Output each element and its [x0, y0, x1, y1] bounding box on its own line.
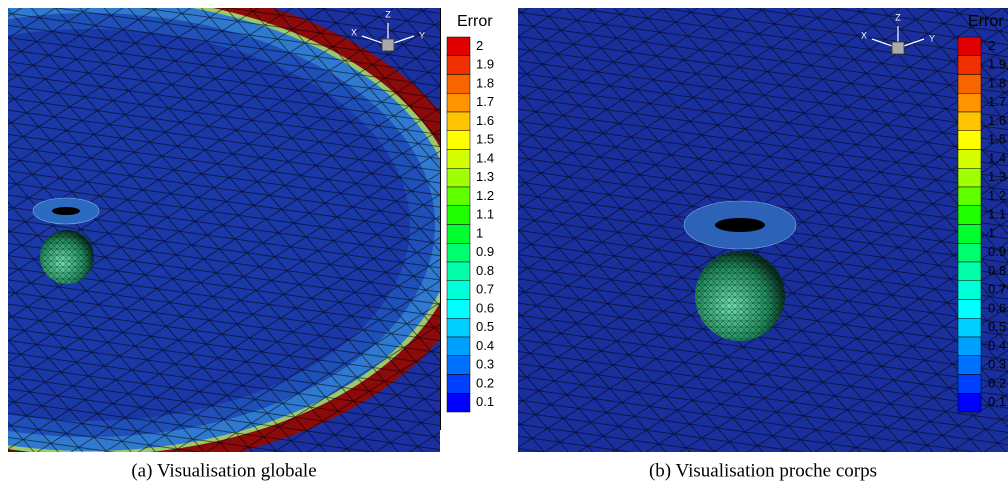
legend-label: 0.5: [476, 319, 494, 334]
legend-swatch: [957, 261, 982, 281]
legend-label: 1.6: [476, 113, 494, 128]
legend-label: 1.3: [476, 169, 494, 184]
legend-swatch: [957, 55, 982, 75]
legend-swatch: [446, 149, 471, 169]
legend-b: Error 2 1.9 1.8 1.7 1.6 1.5 1.4 1.3 1.2 1.1 1 0.9 0.8…: [957, 13, 1006, 413]
legend-label: 0.6: [988, 300, 1006, 315]
legend-label: 0.8: [988, 263, 1006, 278]
legend-swatch: [957, 243, 982, 263]
legend-label: 1.4: [988, 150, 1006, 165]
legend-label: 1.5: [476, 132, 494, 147]
caption: (a) Visualisation globale: [131, 460, 316, 481]
legend-swatch: [957, 93, 982, 113]
legend-label: 0.4: [988, 338, 1006, 353]
legend-swatch: [446, 224, 471, 244]
legend-swatch: [446, 111, 471, 131]
axis-label-y: Y: [419, 30, 425, 40]
legend-swatch: [957, 205, 982, 225]
legend-swatch: [446, 55, 471, 75]
caption: (b) Visualisation proche corps: [649, 460, 877, 481]
legend-swatch: [446, 74, 471, 94]
legend-swatch: [446, 36, 471, 56]
legend-swatch: [957, 318, 982, 338]
legend-label: 1.6: [988, 113, 1006, 128]
legend-label: 1.4: [476, 150, 494, 165]
legend-label: 0.2: [476, 375, 494, 390]
axis-label-x: X: [351, 27, 357, 37]
legend-swatch: [957, 130, 982, 150]
legend-label: 0.4: [476, 338, 494, 353]
legend-label: 0.9: [988, 244, 1006, 259]
legend-swatch: [957, 186, 982, 206]
legend-swatch: [957, 36, 982, 56]
legend-swatch: [446, 205, 471, 225]
legend-swatch: [957, 149, 982, 169]
legend-label: 0.2: [988, 375, 1006, 390]
axis-label-z: Z: [385, 9, 391, 19]
legend-label: 0.7: [988, 282, 1006, 297]
legend-label: 0.9: [476, 244, 494, 259]
legend-swatch: [446, 186, 471, 206]
legend-label: 1.7: [476, 94, 494, 109]
legend-label: 1.5: [988, 132, 1006, 147]
legend-label: 1.8: [476, 75, 494, 90]
legend-swatch: [957, 299, 982, 319]
legend-swatch: [957, 355, 982, 375]
legend-swatch: [446, 336, 471, 356]
axis-cube: [381, 38, 395, 52]
legend-label: 0.7: [476, 282, 494, 297]
legend-label: 1.9: [476, 57, 494, 72]
legend-label: 2: [476, 38, 483, 53]
legend-label: 1.2: [476, 188, 494, 203]
legend-swatch: [446, 299, 471, 319]
legend-swatch: [446, 280, 471, 300]
legend-label: 1.8: [988, 75, 1006, 90]
legend-swatch: [957, 280, 982, 300]
legend-swatch: [446, 243, 471, 263]
legend-swatch: [446, 355, 471, 375]
axis-label-y: Y: [929, 33, 935, 43]
legend-swatch: [957, 74, 982, 94]
legend-label: 0.6: [476, 300, 494, 315]
legend-label: 1.1: [476, 207, 494, 222]
legend-label: 0.5: [988, 319, 1006, 334]
legend-swatch: [446, 168, 471, 188]
legend-label: 1.1: [988, 207, 1006, 222]
legend-title: Error: [968, 13, 1004, 30]
legend-label: 1.2: [988, 188, 1006, 203]
panel-b-image: [518, 8, 1008, 452]
legend-swatch: [957, 374, 982, 394]
legend-swatch: [957, 393, 982, 413]
axis-cube: [891, 41, 905, 55]
axis-label-x: X: [861, 30, 867, 40]
axis-label-z: Z: [895, 12, 901, 22]
legend-title: Error: [457, 13, 493, 30]
legend-swatch: [446, 393, 471, 413]
panel-a-image: [8, 8, 440, 452]
legend-label: 1.7: [988, 94, 1006, 109]
legend-label: 0.8: [476, 263, 494, 278]
legend-label: 0.3: [988, 357, 1006, 372]
legend-swatch: [446, 93, 471, 113]
legend-swatch: [957, 336, 982, 356]
legend-swatch: [446, 374, 471, 394]
legend-swatch: [957, 111, 982, 131]
legend-label: 1: [988, 225, 995, 240]
legend-label: 1.3: [988, 169, 1006, 184]
legend-label: 0.1: [476, 394, 494, 409]
legend-swatch: [957, 168, 982, 188]
legend-label: 1: [476, 225, 483, 240]
legend-swatch: [957, 224, 982, 244]
legend-label: 0.1: [988, 394, 1006, 409]
legend-swatch: [446, 130, 471, 150]
legend-label: 0.3: [476, 357, 494, 372]
legend-swatch: [446, 318, 471, 338]
legend-label: 2: [988, 38, 995, 53]
legend-label: 1.9: [988, 57, 1006, 72]
legend-swatch: [446, 261, 471, 281]
